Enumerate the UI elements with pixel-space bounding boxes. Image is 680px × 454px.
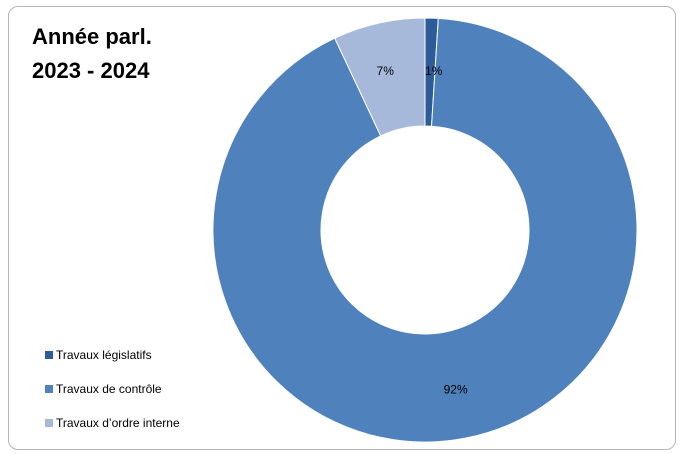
legend-swatch-ordre-interne	[45, 418, 53, 427]
legend-swatch-legislatifs	[45, 350, 53, 359]
data-label-ordre-interne: 7%	[377, 64, 395, 78]
legend-item-ordre-interne: Travaux d’ordre interne	[45, 415, 180, 431]
legend-label-controle: Travaux de contrôle	[56, 382, 162, 396]
donut-slice-ordre-interne	[334, 17, 426, 137]
legend-label-ordre-interne: Travaux d’ordre interne	[56, 416, 180, 430]
data-label-controle: 92%	[444, 383, 468, 397]
chart-title-line-1: Année parl.	[32, 24, 152, 49]
chart-title: Année parl. 2023 - 2024	[32, 20, 152, 88]
legend-item-controle: Travaux de contrôle	[45, 381, 162, 397]
legend-swatch-controle	[45, 384, 53, 393]
legend-item-legislatifs: Travaux législatifs	[45, 347, 152, 363]
data-label-legislatifs: 1%	[425, 64, 443, 78]
legend-label-legislatifs: Travaux législatifs	[56, 348, 152, 362]
chart-title-line-2: 2023 - 2024	[32, 58, 150, 83]
donut-slice-controle	[212, 17, 638, 443]
